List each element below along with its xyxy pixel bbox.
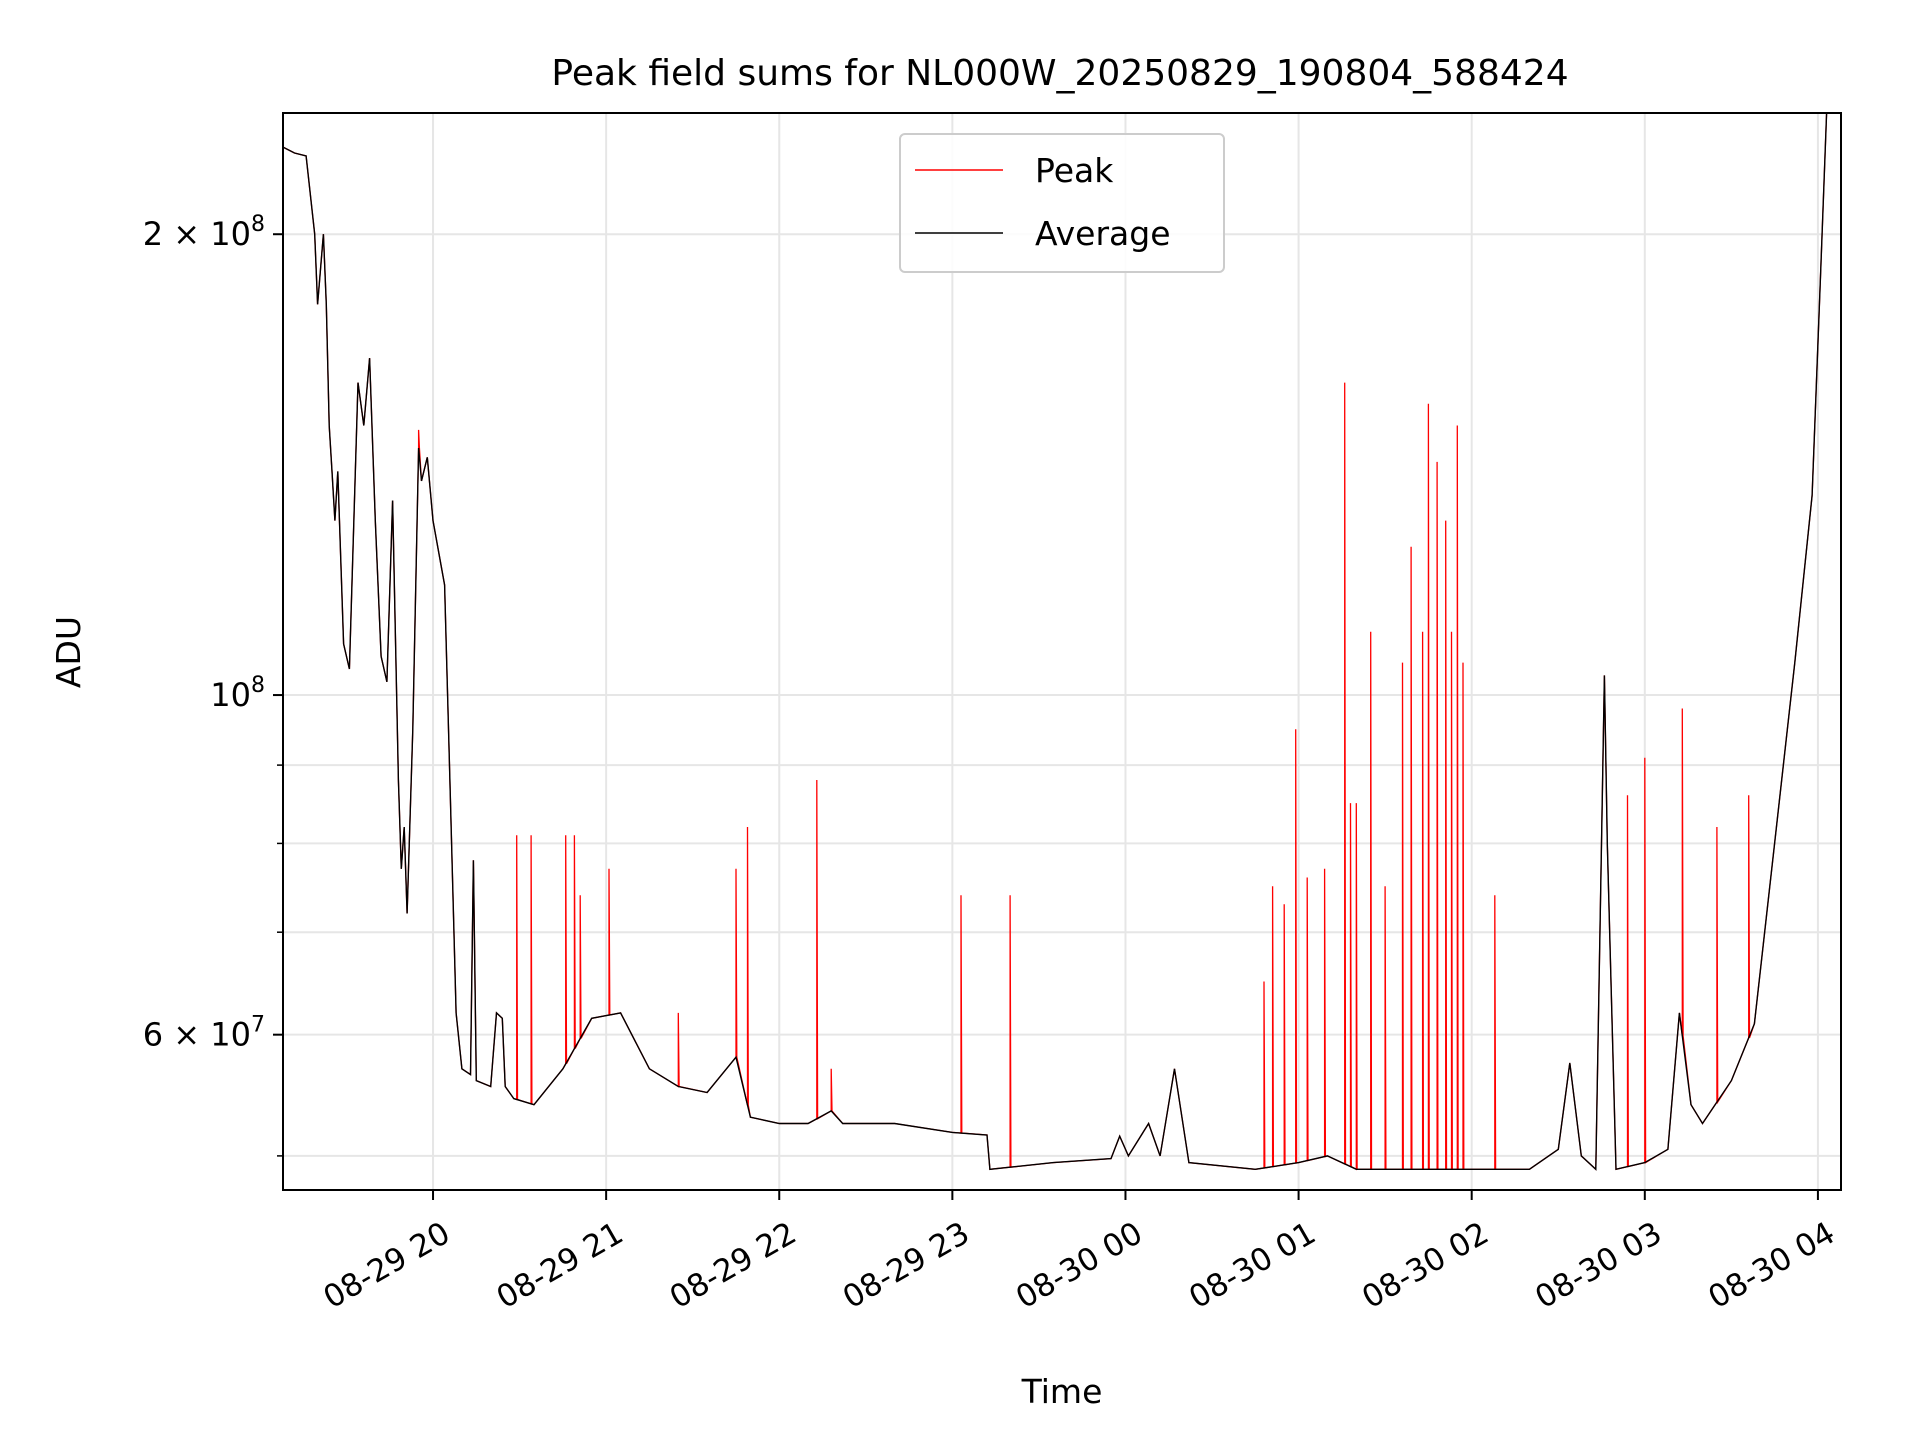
- x-tick-label: 08-29 21: [491, 1215, 630, 1316]
- chart-title: Peak field sums for NL000W_20250829_1908…: [551, 53, 1568, 94]
- x-tick-label: 08-29 23: [837, 1215, 976, 1316]
- legend-label-peak: Peak: [1035, 151, 1114, 190]
- y-axis: 6 × 107 108 2 × 108: [143, 212, 283, 1157]
- x-tick-label: 08-29 20: [318, 1215, 457, 1316]
- series-average-line: [283, 113, 1828, 1171]
- x-tick-label: 08-30 01: [1183, 1215, 1322, 1316]
- y-tick-label: 6 × 107: [143, 1013, 265, 1054]
- x-axis: 08-29 20 08-29 21 08-29 22 08-29 23 08-30 00…: [318, 1190, 1841, 1316]
- series-layer: [283, 113, 1828, 1171]
- plot-frame: [282, 112, 1842, 1191]
- legend: Peak Average: [899, 133, 1225, 273]
- grid: [283, 113, 1841, 1190]
- y-axis-label: ADU: [49, 616, 88, 688]
- x-tick-label: 08-30 03: [1529, 1215, 1668, 1316]
- y-tick-label: 2 × 108: [143, 212, 265, 253]
- x-tick-label: 08-30 04: [1702, 1215, 1841, 1316]
- x-tick-label: 08-30 02: [1356, 1215, 1495, 1316]
- legend-box: [899, 133, 1225, 273]
- x-axis-label: Time: [1021, 1372, 1103, 1411]
- legend-label-average: Average: [1035, 214, 1171, 253]
- x-tick-label: 08-29 22: [664, 1215, 803, 1316]
- y-tick-label: 108: [210, 673, 265, 714]
- x-tick-label: 08-30 00: [1010, 1215, 1149, 1316]
